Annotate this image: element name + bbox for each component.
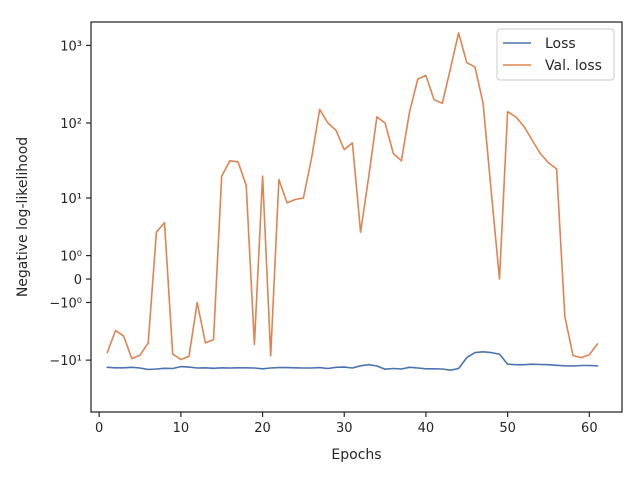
legend-box <box>496 28 615 81</box>
x-tick-label: 50 <box>499 421 516 436</box>
y-tick-label: −10⁰ <box>49 296 82 311</box>
x-tick-label: 10 <box>173 421 190 436</box>
series-line-loss <box>106 350 599 372</box>
x-tick-label: 40 <box>418 421 435 436</box>
y-tick-label: −10¹ <box>49 354 82 369</box>
y-tick-label: 0 <box>74 273 82 288</box>
plot-frame <box>90 21 623 413</box>
tick-layer: 0 10 20 30 40 50 60 −10¹ −10⁰ 0 10⁰ 10¹ 10² 10³ <box>49 39 597 436</box>
x-tick-label: 30 <box>336 421 353 436</box>
legend-label-loss: Loss <box>545 36 576 52</box>
x-tick-label: 20 <box>254 421 271 436</box>
x-axis-label: Epochs <box>331 447 381 463</box>
plot-background <box>91 22 622 412</box>
legend: Loss Val. loss <box>496 28 615 81</box>
x-tick-label: 60 <box>581 421 598 436</box>
series-layer <box>106 32 599 372</box>
x-tick-label: 0 <box>95 421 103 436</box>
legend-label-val-loss: Val. loss <box>545 58 602 74</box>
y-axis-label: Negative log-likelihood <box>15 137 31 297</box>
y-tick-label: 10² <box>60 117 82 132</box>
y-tick-label: 10³ <box>60 39 82 54</box>
y-tick-label: 10⁰ <box>60 250 82 265</box>
series-line-val-loss <box>106 32 599 361</box>
y-tick-label: 10¹ <box>60 192 82 207</box>
